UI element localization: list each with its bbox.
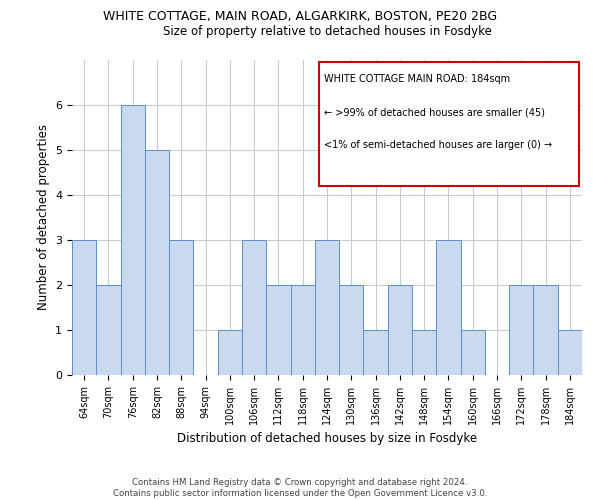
Bar bbox=[72, 240, 96, 375]
Bar bbox=[412, 330, 436, 375]
Bar bbox=[364, 330, 388, 375]
Title: Size of property relative to detached houses in Fosdyke: Size of property relative to detached ho… bbox=[163, 25, 491, 38]
Bar bbox=[319, 62, 580, 186]
Bar bbox=[509, 285, 533, 375]
Bar bbox=[145, 150, 169, 375]
Bar bbox=[290, 285, 315, 375]
Bar bbox=[461, 330, 485, 375]
Bar bbox=[315, 240, 339, 375]
Bar bbox=[266, 285, 290, 375]
Y-axis label: Number of detached properties: Number of detached properties bbox=[37, 124, 50, 310]
Bar bbox=[169, 240, 193, 375]
Bar bbox=[121, 105, 145, 375]
Bar bbox=[242, 240, 266, 375]
Bar bbox=[533, 285, 558, 375]
Bar bbox=[436, 240, 461, 375]
X-axis label: Distribution of detached houses by size in Fosdyke: Distribution of detached houses by size … bbox=[177, 432, 477, 446]
Text: <1% of semi-detached houses are larger (0) →: <1% of semi-detached houses are larger (… bbox=[325, 140, 553, 150]
Text: WHITE COTTAGE, MAIN ROAD, ALGARKIRK, BOSTON, PE20 2BG: WHITE COTTAGE, MAIN ROAD, ALGARKIRK, BOS… bbox=[103, 10, 497, 23]
Bar bbox=[558, 330, 582, 375]
Bar bbox=[388, 285, 412, 375]
Bar bbox=[96, 285, 121, 375]
Bar bbox=[218, 330, 242, 375]
Text: WHITE COTTAGE MAIN ROAD: 184sqm: WHITE COTTAGE MAIN ROAD: 184sqm bbox=[325, 74, 511, 84]
Bar bbox=[339, 285, 364, 375]
Text: ← >99% of detached houses are smaller (45): ← >99% of detached houses are smaller (4… bbox=[325, 108, 545, 117]
Text: Contains HM Land Registry data © Crown copyright and database right 2024.
Contai: Contains HM Land Registry data © Crown c… bbox=[113, 478, 487, 498]
